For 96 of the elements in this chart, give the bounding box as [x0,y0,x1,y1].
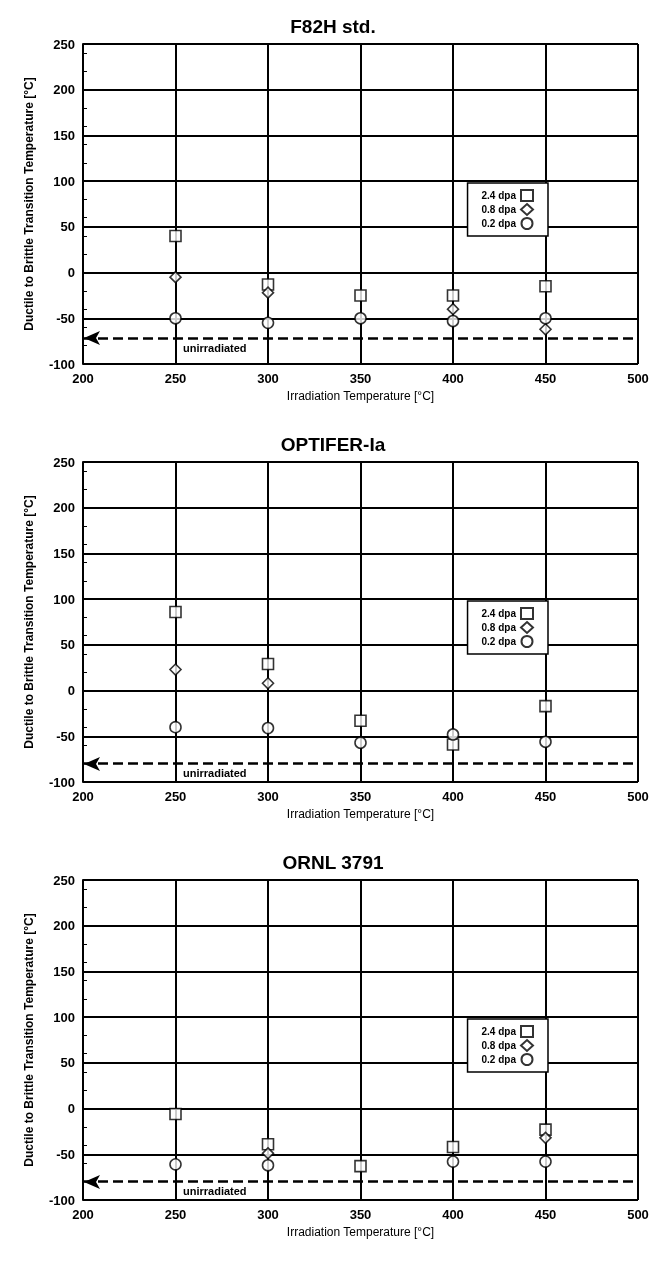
point [169,1158,182,1171]
point [261,1158,275,1172]
y-axis-title: Ductile to Brittle Transition Temperature [°C] [22,77,36,331]
x-tick-label: 250 [164,1207,187,1222]
legend-label: 0.8 dpa [481,204,517,215]
point [354,1159,367,1173]
point [446,302,460,316]
x-axis-title: Irradiation Temperature [°C] [286,388,435,403]
legend-label: 2.4 dpa [481,190,517,201]
y-tick-label: 200 [53,82,75,98]
legend-label: 0.2 dpa [481,218,517,229]
x-tick-label: 350 [349,789,372,804]
legend-label: 0.8 dpa [481,622,517,633]
x-tick-label: 500 [627,789,649,804]
point [261,1147,275,1160]
y-tick-label: 100 [53,173,75,189]
point [539,322,552,336]
point [169,229,182,243]
x-tick-label: 300 [257,1207,279,1222]
y-tick-label: -100 [48,774,75,790]
x-tick-label: 400 [442,1207,464,1222]
point [354,289,367,302]
point [261,286,275,299]
x-axis-title: Irradiation Temperature [°C] [286,1224,435,1239]
point [446,728,460,741]
x-tick-label: 400 [442,371,464,386]
point [539,279,552,293]
x-tick-label: 300 [257,789,279,804]
y-tick-label: 100 [53,1009,75,1025]
y-tick-label: 250 [53,36,75,52]
legend-label: 2.4 dpa [481,608,517,619]
x-tick-label: 250 [164,789,187,804]
x-tick-label: 350 [349,371,372,386]
point [169,270,182,284]
x-tick-label: 250 [164,371,187,386]
x-tick-label: 500 [627,1207,649,1222]
point [261,316,275,330]
y-tick-label: -50 [56,1146,75,1162]
y-tick-label: 250 [53,454,75,470]
point [446,289,460,302]
point [539,735,552,749]
point [354,311,367,325]
chart-title: OPTIFER-Ia [280,434,386,455]
ref-line-label: unirradiated [183,767,247,780]
chart-title: F82H std. [290,16,376,37]
y-axis-title: Ductile to Brittle Transition Temperature [°C] [22,913,36,1167]
x-tick-label: 350 [349,1207,372,1222]
y-tick-label: 250 [53,872,75,888]
x-tick-label: 450 [534,789,557,804]
y-tick-label: 0 [67,1101,75,1117]
x-tick-label: 450 [534,1207,557,1222]
point [354,714,367,728]
point [261,657,275,671]
y-axis-title: Ductile to Brittle Transition Temperature [°C] [22,495,36,749]
legend-label: 2.4 dpa [481,1026,517,1037]
legend-label: 0.8 dpa [481,1040,517,1051]
point [446,1140,460,1154]
y-tick-label: -50 [56,728,75,744]
point [539,311,552,325]
point [539,699,552,713]
y-tick-label: 100 [53,591,75,607]
y-tick-label: 150 [53,963,75,979]
chart-title: ORNL 3791 [282,852,384,873]
y-tick-label: -50 [56,310,75,326]
x-tick-label: 500 [627,371,649,386]
point [446,1155,460,1168]
point [539,1131,552,1145]
point [354,736,367,749]
y-tick-label: 50 [60,219,75,235]
point [169,663,182,676]
point [261,721,275,735]
x-tick-label: 450 [534,371,557,386]
y-tick-label: 200 [53,500,75,516]
x-axis-title: Irradiation Temperature [°C] [286,806,435,821]
x-tick-label: 300 [257,371,279,386]
y-tick-label: 0 [67,265,75,281]
y-tick-label: -100 [48,1192,75,1208]
y-tick-label: 200 [53,918,75,934]
point [261,676,275,690]
y-tick-label: 50 [60,637,75,653]
point [446,314,460,328]
ref-line-label: unirradiated [183,1185,247,1198]
point [169,720,182,734]
point [169,311,182,325]
y-tick-label: 150 [53,545,75,561]
point [539,1155,552,1168]
legend-label: 0.2 dpa [481,1054,517,1065]
y-tick-label: 50 [60,1055,75,1071]
y-tick-label: -100 [48,356,75,372]
x-tick-label: 400 [442,789,464,804]
ref-line-label: unirradiated [183,341,247,354]
point [169,1107,182,1121]
point [169,605,182,619]
y-tick-label: 150 [53,127,75,143]
legend-label: 0.2 dpa [481,636,517,647]
y-tick-label: 0 [67,683,75,699]
